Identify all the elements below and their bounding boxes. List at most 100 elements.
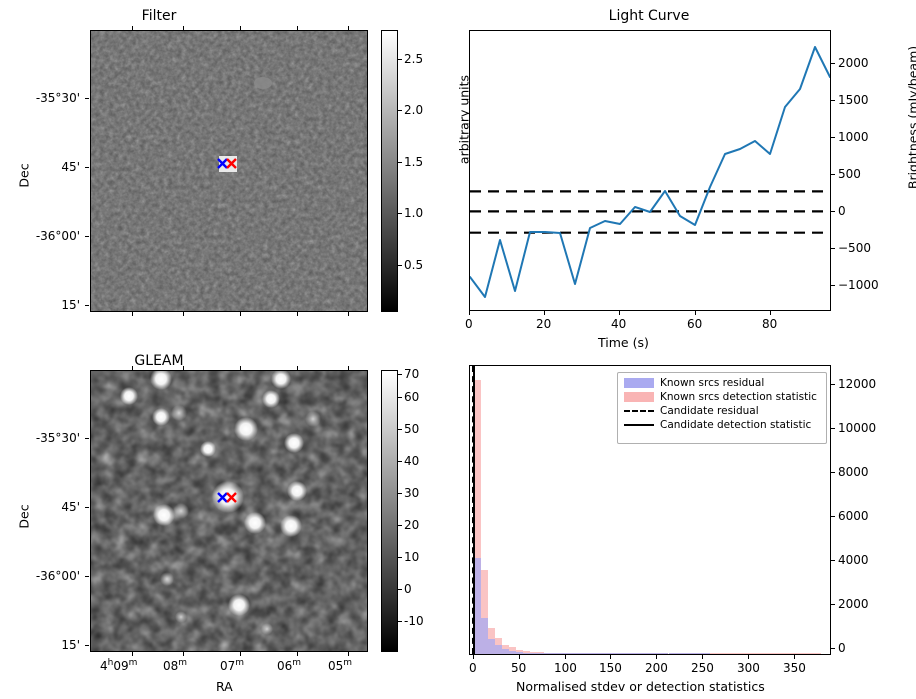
histogram-bar — [543, 653, 551, 654]
histogram-bar — [474, 380, 482, 654]
hist-ytick-label-4: 8000 — [838, 465, 869, 479]
filter-cbar-label-1: 1.0 — [404, 206, 424, 220]
lc-xtick-label-4: 80 — [762, 317, 778, 331]
hist-xtick-5 — [702, 655, 704, 659]
gleam-cbar-label-6: 50 — [404, 422, 420, 436]
lc-xtick-4 — [770, 311, 772, 315]
hist-xtick-label-2: 100 — [554, 661, 577, 675]
histogram-bar — [668, 653, 676, 654]
hist-ytick-2 — [831, 560, 835, 562]
lc-ytick-label-3: 500 — [838, 167, 861, 181]
filter-ytickmark-3 — [85, 305, 89, 307]
legend-patch-known-srcs-detection — [624, 392, 654, 402]
histogram-bar — [481, 570, 489, 654]
gleam-cbar-label-2: 10 — [404, 550, 420, 564]
histogram-bar — [564, 653, 572, 654]
histogram-bars — [470, 366, 830, 654]
lc-xtick-1 — [544, 311, 546, 315]
filter-ylabel-dec: Dec — [0, 163, 54, 187]
filter-xtickmark-b4 — [348, 312, 350, 316]
legend-row-0: Known srcs residual — [618, 376, 826, 390]
panel-histogram: Known srcs residual Known srcs detection… — [458, 349, 916, 699]
filter-ytick-3: 15' — [61, 298, 80, 312]
hist-ytick-6 — [831, 384, 835, 386]
gleam-cbar-tick-5 — [398, 461, 402, 463]
filter-cbar-tick-0 — [398, 265, 402, 267]
histogram-bar — [633, 653, 641, 654]
filter-xtickmark-b3 — [297, 312, 299, 316]
filter-cbar-tick-3 — [398, 110, 402, 112]
histogram-bar — [474, 558, 482, 654]
lc-xtick-label-2: 40 — [611, 317, 627, 331]
lc-ytick-label-1: −500 — [838, 241, 871, 255]
gleam-colorbar[interactable] — [381, 370, 398, 652]
gleam-cbar-label-1: 0 — [404, 582, 412, 596]
filter-cbar-tick-1 — [398, 213, 402, 215]
filter-ytickmark-1 — [85, 167, 89, 169]
histogram-bar — [723, 653, 731, 654]
filter-colorbar[interactable] — [381, 30, 398, 312]
histogram-bar — [488, 638, 496, 654]
gleam-xlabel: RA — [216, 679, 233, 694]
gleam-ytick-2: -36°00' — [35, 569, 80, 583]
hist-xtick-label-4: 200 — [645, 661, 668, 675]
histogram-bar — [654, 653, 662, 654]
gleam-cbar-tick-6 — [398, 429, 402, 431]
filter-noise-field — [91, 31, 367, 311]
filter-candidate-markers — [217, 158, 237, 169]
lightcurve-axes[interactable] — [469, 30, 831, 311]
gleam-xtick-label-4: 05m — [328, 658, 353, 673]
gleam-cbar-tick-4 — [398, 493, 402, 495]
gleam-cbar-label-0: -10 — [404, 614, 424, 628]
lc-xtick-label-1: 20 — [536, 317, 552, 331]
histogram-bar — [772, 653, 780, 654]
gleam-cbar-label-4: 30 — [404, 486, 420, 500]
histogram-bar — [779, 653, 787, 654]
hist-xtick-label-0: 0 — [469, 661, 477, 675]
histogram-bar — [807, 653, 814, 654]
legend-row-3: Candidate detection statistic — [618, 418, 826, 432]
gleam-image[interactable] — [90, 370, 368, 652]
hist-ytick-label-1: 2000 — [838, 597, 869, 611]
histogram-bar — [800, 653, 808, 654]
histogram-bar — [536, 652, 544, 654]
hist-xtick-label-6: 300 — [737, 661, 760, 675]
gleam-xtick-1 — [183, 652, 185, 656]
lc-ytick-label-6: 2000 — [838, 56, 869, 70]
lc-ytick-label-0: −1000 — [838, 278, 879, 292]
histogram-bar — [592, 653, 600, 654]
gleam-title: GLEAM — [134, 353, 184, 369]
gleam-ytickmark-2 — [85, 576, 89, 578]
hist-ytick-label-2: 4000 — [838, 553, 869, 567]
filter-cbar-label-4: 2.5 — [404, 52, 424, 66]
histogram-axes[interactable]: Known srcs residual Known srcs detection… — [469, 365, 831, 655]
filter-ytick-2: -36°00' — [35, 229, 80, 243]
hist-xlabel: Normalised stdev or detection statistics — [516, 679, 765, 694]
filter-image[interactable] — [90, 30, 368, 312]
gleam-point-sources — [120, 371, 321, 635]
lc-ytick-label-5: 1500 — [838, 93, 869, 107]
panel-filter: Filter Dec -35°30' 45' -36°00' 15' — [0, 0, 472, 350]
histogram-bar — [661, 653, 669, 654]
histogram-bar — [737, 653, 745, 654]
hist-ytick-4 — [831, 472, 835, 474]
gleam-sky-field — [91, 371, 367, 651]
gleam-xtickmark-4 — [348, 366, 350, 370]
gleam-candidate-markers — [217, 492, 237, 503]
gleam-xtick-4 — [348, 652, 350, 656]
filter-xtickmark-b1 — [183, 312, 185, 316]
legend-label-1: Known srcs detection statistic — [660, 391, 817, 403]
legend-label-0: Known srcs residual — [660, 377, 765, 389]
histogram-bar — [626, 653, 634, 654]
filter-title: Filter — [141, 8, 177, 24]
gleam-cbar-tick-7 — [398, 397, 402, 399]
histogram-bar — [696, 653, 704, 654]
histogram-bar — [751, 653, 759, 654]
histogram-bar — [529, 653, 537, 654]
histogram-bar — [682, 653, 690, 654]
histogram-bar — [647, 653, 655, 654]
gleam-cbar-tick-3 — [398, 525, 402, 527]
filter-xtickmark-2 — [240, 26, 242, 30]
filter-ytick-0: -35°30' — [35, 91, 80, 105]
